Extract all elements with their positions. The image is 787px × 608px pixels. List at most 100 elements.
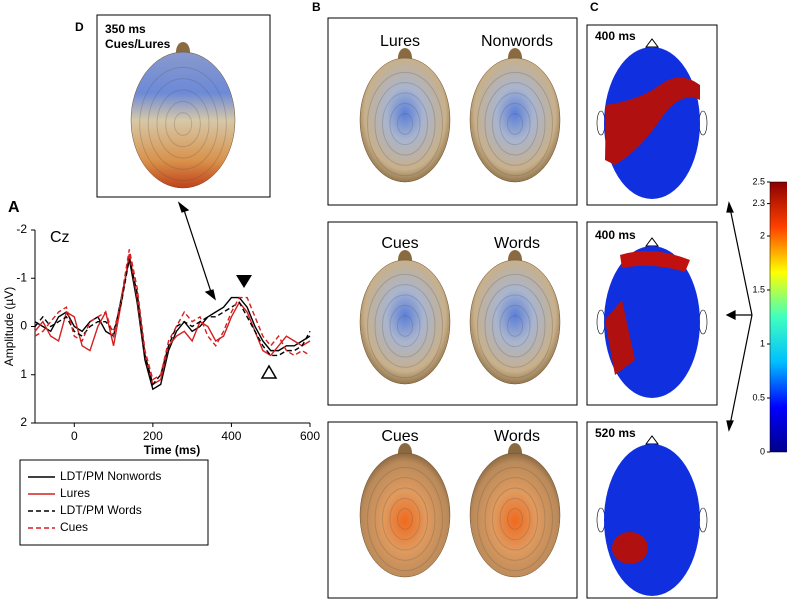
ear: [596, 309, 606, 335]
contour: [156, 89, 210, 159]
contour: [477, 273, 553, 379]
legend-label: Cues: [60, 520, 88, 534]
condition-label: Cues: [381, 235, 418, 252]
contour: [389, 304, 421, 348]
time-label: 400 ms: [595, 228, 636, 242]
x-tick-label: 0: [71, 429, 78, 443]
condition-label: Lures: [380, 33, 420, 50]
series-line: [34, 254, 311, 386]
y-axis-label: Amplitude (µV): [2, 287, 16, 367]
head-map: [469, 452, 561, 578]
y-tick-label: -2: [16, 222, 27, 236]
sig-region: [612, 532, 648, 564]
nose: [645, 237, 659, 247]
contour: [382, 487, 428, 551]
sig-region: [605, 300, 635, 375]
contour: [477, 71, 553, 177]
x-tick-label: 200: [143, 429, 163, 443]
sig-region: [605, 77, 700, 165]
y-tick-label: 1: [20, 367, 27, 381]
legend-label: LDT/PM Words: [60, 503, 142, 517]
colorbar-tick-label: 0.5: [752, 392, 765, 402]
colorbar-tick-label: 0: [760, 446, 765, 456]
contour: [397, 315, 413, 337]
annotation: Cz: [50, 229, 70, 246]
condition-label: Words: [494, 428, 540, 445]
arrows: [177, 201, 753, 432]
contour: [389, 102, 421, 146]
contour: [397, 508, 413, 530]
time-label: 400 ms: [595, 29, 636, 43]
contour: [374, 477, 436, 561]
contour: [492, 487, 538, 551]
nose: [645, 38, 659, 48]
contour: [484, 82, 546, 166]
y-tick-label: 0: [20, 319, 27, 333]
contour: [173, 112, 193, 136]
ear: [596, 507, 606, 533]
head-map: [359, 259, 451, 385]
nose: [645, 435, 659, 445]
panel-letter: A: [8, 199, 20, 216]
time-label: 350 ms: [105, 22, 146, 36]
colorbar-tick-label: 2.5: [752, 176, 765, 186]
time-label: 520 ms: [595, 426, 636, 440]
contour: [374, 284, 436, 368]
contour: [382, 294, 428, 358]
contour: [367, 273, 443, 379]
contrast-label: Cues/Lures: [105, 37, 171, 51]
contour: [397, 113, 413, 135]
ear: [698, 110, 708, 136]
contour: [484, 284, 546, 368]
ear: [698, 507, 708, 533]
contour: [165, 100, 201, 148]
panel-boxes: [19, 14, 718, 599]
contour: [389, 497, 421, 541]
contour: [507, 508, 523, 530]
sig-region: [620, 251, 690, 272]
colorbar-tick-label: 1.5: [752, 284, 765, 294]
head-map: [359, 57, 451, 183]
stat-map: [604, 444, 700, 596]
open-triangle: [260, 364, 278, 379]
y-tick-label: -1: [16, 270, 27, 284]
legend-label: Lures: [60, 486, 90, 500]
series-line: [34, 249, 311, 381]
head-map: [359, 452, 451, 578]
condition-label: Cues: [381, 428, 418, 445]
contour: [492, 294, 538, 358]
contour: [499, 497, 531, 541]
colorbar: [769, 181, 787, 453]
head-map: [469, 259, 561, 385]
y-tick-label: 2: [20, 415, 27, 429]
condition-label: Words: [494, 235, 540, 252]
ear: [596, 110, 606, 136]
head-map: [469, 57, 561, 183]
panel-letter: D: [75, 20, 84, 34]
contour: [147, 78, 219, 170]
contour: [499, 304, 531, 348]
condition-label: Nonwords: [481, 33, 553, 50]
x-tick-label: 400: [221, 429, 241, 443]
panel-letter: C: [590, 0, 599, 14]
panel-letter: B: [312, 0, 321, 14]
series-line: [34, 258, 311, 386]
contour: [507, 315, 523, 337]
colorbar-tick-label: 1: [760, 338, 765, 348]
legend-label: LDT/PM Nonwords: [60, 469, 161, 483]
head-map: [130, 51, 236, 189]
contour: [477, 466, 553, 572]
contour: [139, 66, 227, 182]
contour: [484, 477, 546, 561]
colorbar-tick-label: 2.3: [752, 198, 765, 208]
contour: [367, 71, 443, 177]
contour: [492, 92, 538, 156]
contour: [374, 82, 436, 166]
colorbar-tick-label: 2: [760, 230, 765, 240]
x-axis-label: Time (ms): [144, 443, 200, 457]
contour: [507, 113, 523, 135]
ear: [698, 309, 708, 335]
contour: [382, 92, 428, 156]
x-tick-label: 600: [300, 429, 320, 443]
